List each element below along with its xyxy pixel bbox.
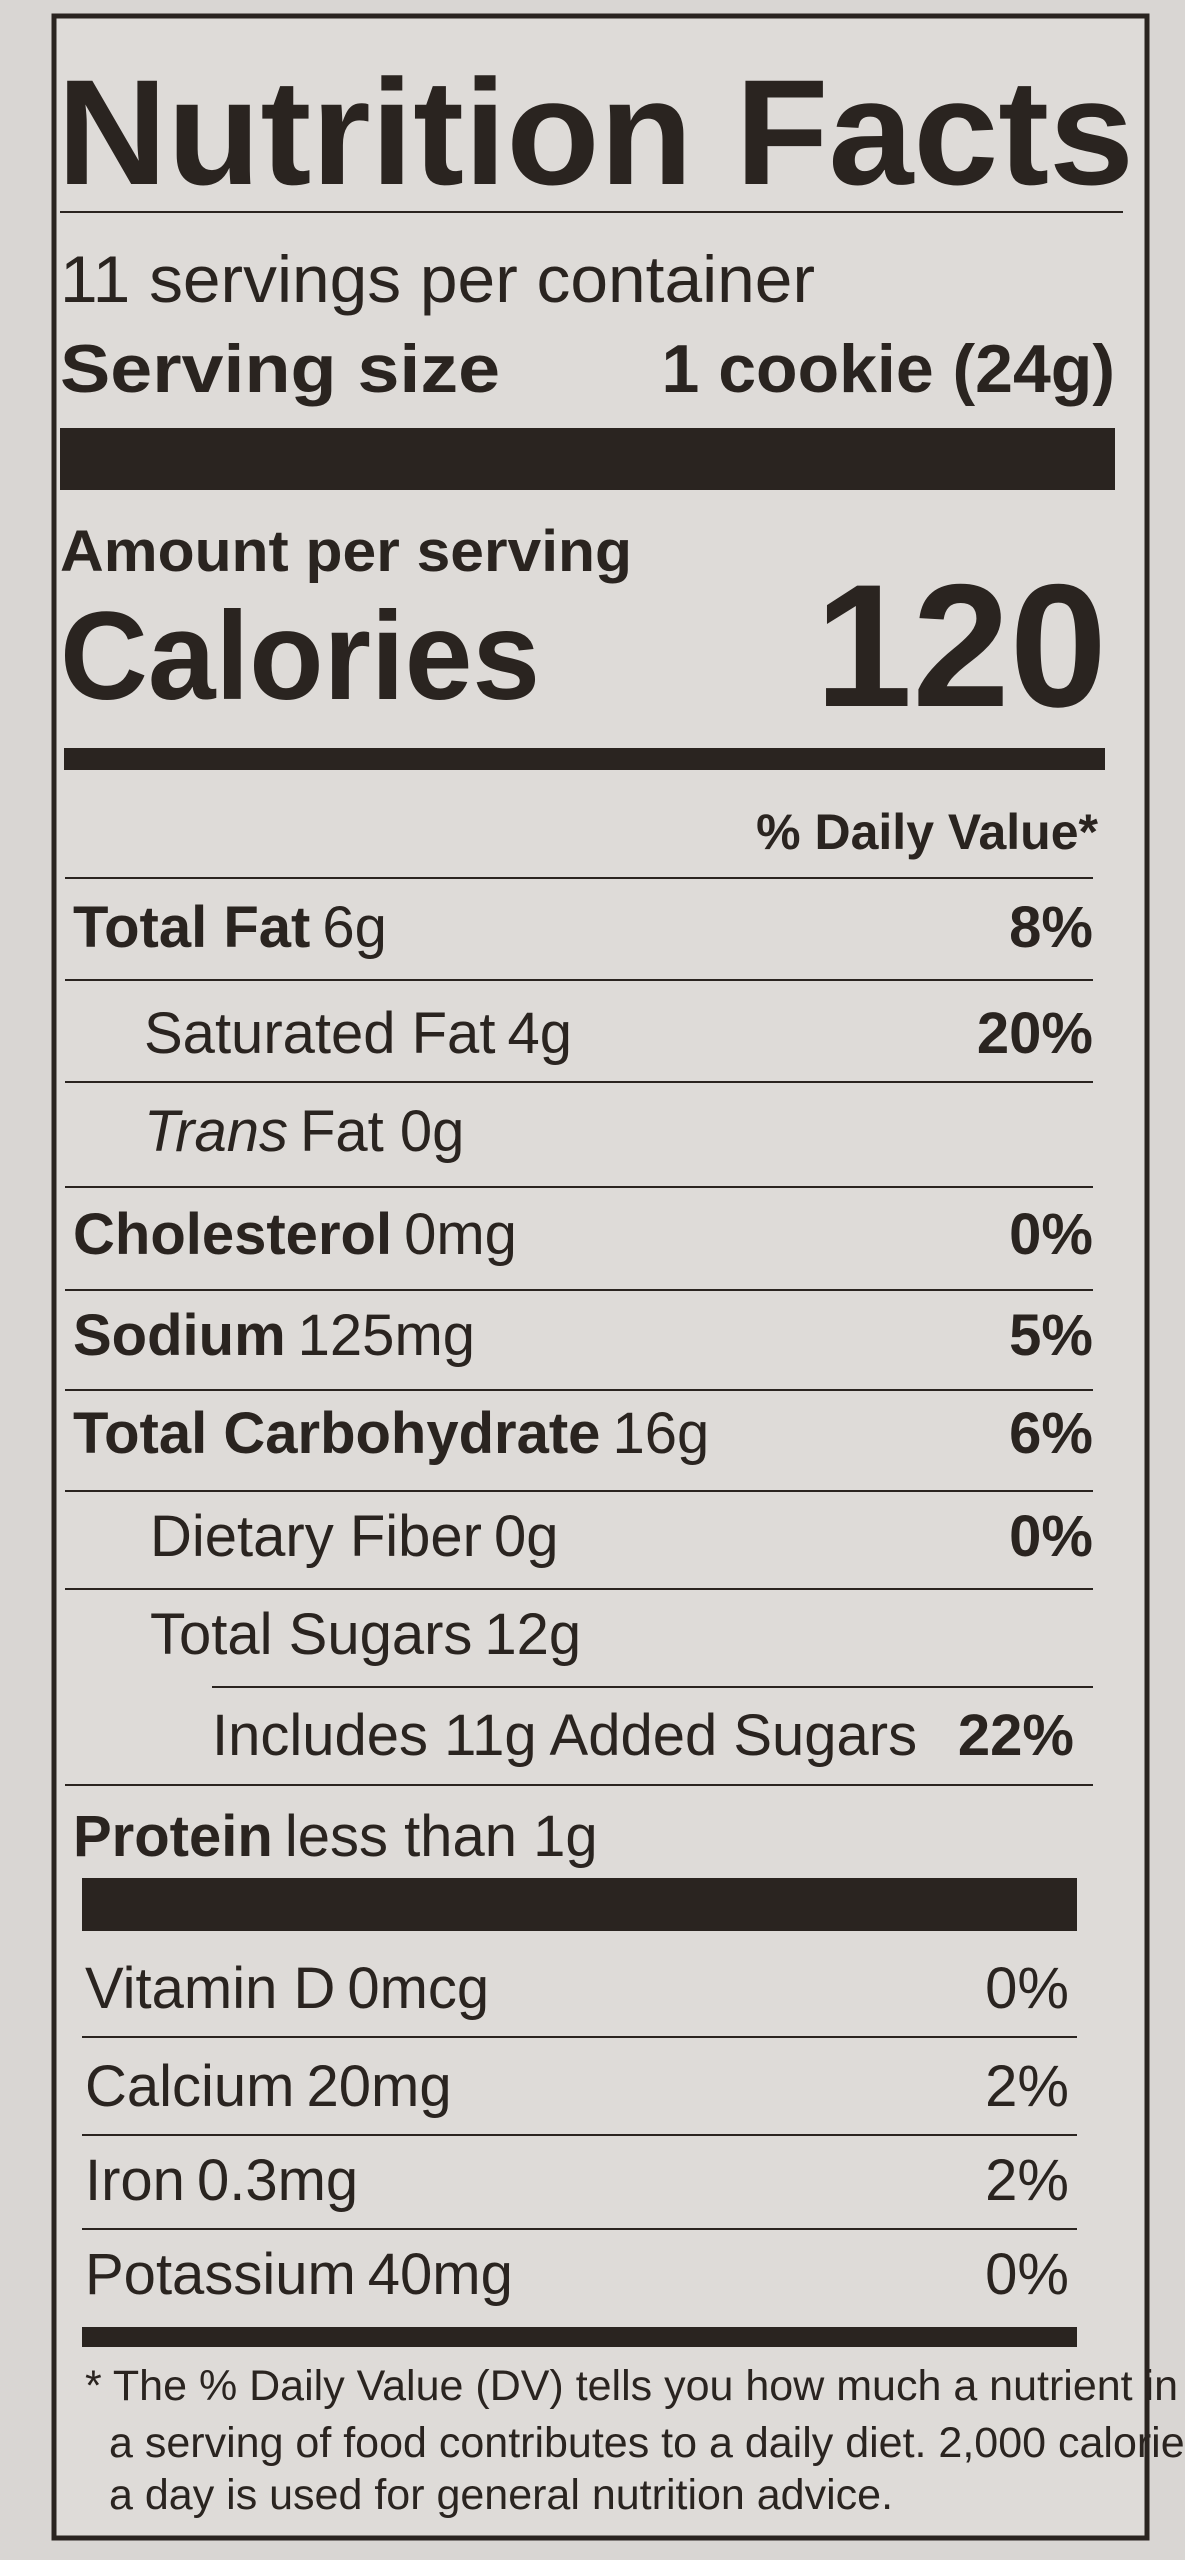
title: Nutrition Facts — [57, 48, 1134, 216]
nutrient-amount: 4g — [507, 1001, 572, 1066]
nutrient-name: Total Carbohydrate — [73, 1401, 600, 1466]
nutrient-row: Sodium 125mg — [73, 1303, 475, 1368]
footnote-line: a serving of food contributes to a daily… — [109, 2419, 1185, 2467]
nutrient-name: Cholesterol — [73, 1202, 392, 1267]
nutrient-name: Total Fat — [73, 895, 310, 960]
nutrient-row: Protein less than 1g — [73, 1804, 598, 1869]
nutrient-row: Trans Fat 0g — [144, 1099, 464, 1164]
medium-bar — [82, 2327, 1077, 2347]
nutrient-row: Total Fat 6g — [73, 895, 387, 960]
nutrient-dv: 0% — [1009, 1504, 1093, 1569]
nutrient-row: Saturated Fat 4g — [144, 1001, 572, 1066]
vitamin-dv: 0% — [985, 2242, 1069, 2307]
nutrient-amount: 12g — [484, 1602, 581, 1667]
nutrient-row: Total Carbohydrate 16g — [73, 1401, 709, 1466]
nutrient-name: Saturated Fat — [144, 1001, 495, 1066]
nutrient-amount: 16g — [612, 1401, 709, 1466]
nutrient-name: Dietary Fiber — [150, 1504, 482, 1569]
nutrient-amount: less than 1g — [285, 1804, 598, 1869]
vitamin-amount: 20mg — [307, 2054, 452, 2119]
footnote-line: a day is used for general nutrition advi… — [109, 2471, 893, 2519]
vitamin-dv: 0% — [985, 1956, 1069, 2021]
vitamin-dv: 2% — [985, 2148, 1069, 2213]
thick-bar — [60, 428, 1115, 490]
vitamin-name: Potassium — [85, 2242, 356, 2307]
nutrient-row: Total Sugars 12g — [150, 1602, 581, 1667]
nutrient-dv: 0% — [1009, 1202, 1093, 1267]
nutrient-name: Sodium — [73, 1303, 286, 1368]
serving-size-value: 1 cookie (24g) — [662, 331, 1116, 407]
nutrient-amount: 0g — [494, 1504, 559, 1569]
thick-bar — [82, 1878, 1077, 1931]
nutrient-name: Trans — [144, 1099, 288, 1164]
nutrient-dv: 8% — [1009, 895, 1093, 960]
nutrient-dv: 5% — [1009, 1303, 1093, 1368]
calories-value: 120 — [815, 549, 1107, 744]
nutrient-row: Cholesterol 0mg — [73, 1202, 517, 1267]
vitamin-row: Iron 0.3mg — [85, 2148, 358, 2213]
nutrient-name: Total Sugars — [150, 1602, 472, 1667]
vitamin-name: Iron — [85, 2148, 185, 2213]
nutrient-dv: 6% — [1009, 1401, 1093, 1466]
vitamin-amount: 0mcg — [347, 1956, 489, 2021]
dv-header: % Daily Value* — [756, 804, 1098, 860]
footnote-line: * The % Daily Value (DV) tells you how m… — [85, 2362, 1178, 2410]
vitamin-row: Potassium 40mg — [85, 2242, 513, 2307]
nutrient-amount: 6g — [322, 895, 387, 960]
serving-size-label: Serving size — [60, 331, 500, 407]
vitamin-amount: 40mg — [368, 2242, 513, 2307]
nutrient-name: Includes 11g Added Sugars — [212, 1703, 917, 1768]
vitamin-dv: 2% — [985, 2054, 1069, 2119]
amount-per-serving: Amount per serving — [60, 519, 632, 584]
nutrient-amount: 125mg — [298, 1303, 475, 1368]
nutrient-dv: 20% — [977, 1001, 1093, 1066]
nutrient-dv: 22% — [958, 1703, 1074, 1768]
nutrient-amount: 0mg — [404, 1202, 517, 1267]
nutrient-row: Includes 11g Added Sugars — [212, 1703, 917, 1768]
nutrient-row: Dietary Fiber 0g — [150, 1504, 559, 1569]
vitamin-row: Vitamin D 0mcg — [85, 1956, 489, 2021]
nutrient-name: Protein — [73, 1804, 273, 1869]
vitamin-row: Calcium 20mg — [85, 2054, 452, 2119]
nutrient-amount: Fat 0g — [300, 1099, 464, 1164]
servings: 11 servings per container — [60, 242, 815, 316]
vitamin-name: Vitamin D — [85, 1956, 335, 2021]
calories-label: Calories — [60, 587, 540, 726]
vitamin-amount: 0.3mg — [197, 2148, 358, 2213]
medium-bar — [64, 748, 1105, 770]
vitamin-name: Calcium — [85, 2054, 295, 2119]
